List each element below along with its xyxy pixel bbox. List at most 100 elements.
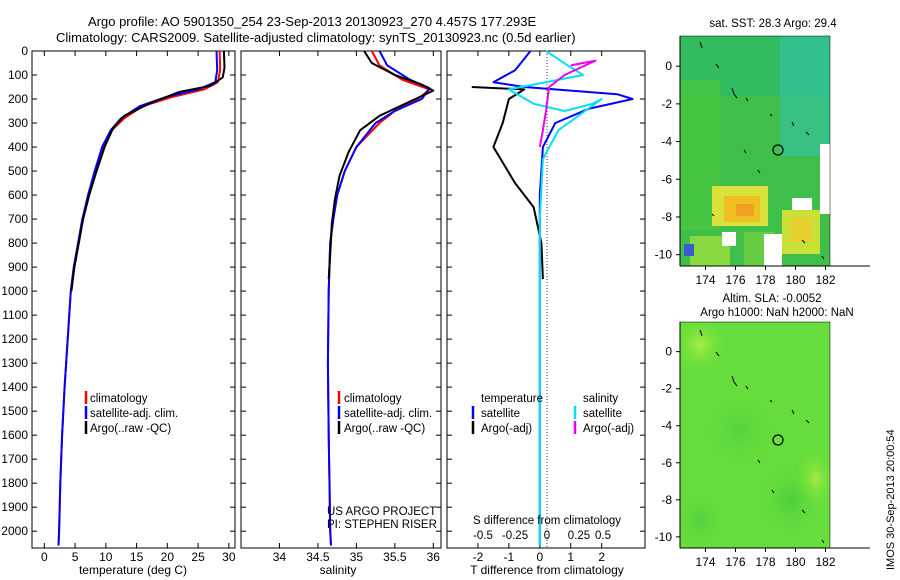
map-x-tick-label: 180 <box>785 555 805 569</box>
map-y-tick-label: -4 <box>661 419 672 433</box>
map-y-tick-label: -8 <box>661 493 672 507</box>
map-y-tick-label: -4 <box>661 135 672 149</box>
map-x-tick-label: 174 <box>695 555 715 569</box>
legend-label-satellite: satellite-adj. clim. <box>344 408 432 420</box>
x-tick-label: 36 <box>427 550 441 564</box>
y-tick-label: 1100 <box>2 308 28 322</box>
salinity-difference-tick-label: 0 <box>544 530 550 542</box>
x-tick-label: 0 <box>41 550 48 564</box>
y-tick-label: 600 <box>8 188 28 202</box>
map-y-tick-label: 0 <box>665 345 672 359</box>
sst-map-title: sat. SST: 28.3 Argo: 29.4 <box>709 18 837 30</box>
x-tick-label: -2 <box>473 550 484 564</box>
sla-map-title-line1: Altim. SLA: -0.0052 <box>722 293 821 305</box>
y-tick-label: 1600 <box>1 428 28 442</box>
x-tick-label: 30 <box>222 550 236 564</box>
salinity-series <box>326 50 435 546</box>
temperature-series <box>57 50 226 546</box>
salinity-panel: 34 34.5 35 35.5 36 salinity climatology sate… <box>240 50 442 577</box>
difference-x-label: T difference from climatology <box>470 563 624 577</box>
salinity-difference-tick-label: 0.25 <box>568 530 590 542</box>
y-tick-label: 1200 <box>1 332 28 346</box>
argo-location-marker <box>772 144 784 156</box>
x-tick-label: 5 <box>72 550 79 564</box>
x-tick-label: 34 <box>273 550 287 564</box>
legend-label-argo: Argo(..raw -QC) <box>90 423 171 435</box>
series-line-satellite <box>492 50 634 546</box>
y-tick-label: 1700 <box>1 452 28 466</box>
x-tick-label: 35 <box>350 550 364 564</box>
temperature-panel: 0100200300400500600700800900100011001200… <box>1 44 236 577</box>
map-y-tick-label: -8 <box>661 210 672 224</box>
sla-heatmap <box>680 322 830 548</box>
salinity-difference-tick-label: -0.25 <box>502 530 528 542</box>
legend-header-temperature: temperature <box>481 393 543 405</box>
x-tick-label: 0 <box>536 550 543 564</box>
temperature-x-label: temperature (deg C) <box>79 563 187 577</box>
y-tick-label: 1800 <box>1 476 28 490</box>
map-y-tick-label: -10 <box>655 530 673 544</box>
difference-panel: -2 -1 0 1 2 temperature salinity satellite A… <box>446 50 646 577</box>
temperature-x-ticks: 0 5 10 15 20 25 30 <box>41 51 236 564</box>
sst-map-panel: sat. SST: 28.3 Argo: 29.4 174 176 178 180 18… <box>655 18 870 287</box>
difference-series <box>471 50 634 546</box>
y-tick-label: 300 <box>8 116 28 130</box>
series-line-climatology <box>57 50 222 546</box>
y-tick-label: 1400 <box>1 380 28 394</box>
map-x-tick-label: 178 <box>755 555 775 569</box>
chart-title-line1: Argo profile: AO 5901350_254 23-Sep-2013… <box>88 14 536 29</box>
salinity-difference-tick-label: -0.5 <box>473 530 493 542</box>
y-tick-label: 100 <box>8 68 28 82</box>
sst-map-axes: 174 176 178 180 182 0 -2 -4 -6 -8 -10 <box>655 36 870 287</box>
series-line-argo-raw-qc <box>70 50 226 292</box>
series-line-argo-adj <box>538 59 597 148</box>
x-tick-label: -1 <box>504 550 515 564</box>
legend-label-satellite: satellite-adj. clim. <box>90 408 178 420</box>
series-line-climatology <box>326 50 431 546</box>
map-y-tick-label: -2 <box>661 97 672 111</box>
y-tick-label: 400 <box>8 140 28 154</box>
series-line-satellite <box>507 50 603 546</box>
y-tick-label: 900 <box>8 260 28 274</box>
map-x-tick-label: 182 <box>815 555 835 569</box>
map-y-tick-label: -6 <box>661 172 672 186</box>
y-tick-label: 200 <box>8 92 28 106</box>
x-tick-label: 25 <box>191 550 205 564</box>
legend-label-t-satellite: satellite <box>481 408 520 420</box>
legend-label-climatology: climatology <box>90 393 148 405</box>
argo-location-marker <box>772 434 784 446</box>
salinity-x-label: salinity <box>320 563 357 577</box>
y-tick-label: 700 <box>8 212 28 226</box>
legend-label-s-argo: Argo(-adj) <box>583 423 634 435</box>
salinity-y-ticks <box>241 50 441 532</box>
difference-x-ticks: -2 -1 0 1 2 <box>473 51 605 564</box>
credit-pi: PI: STEPHEN RISER <box>327 519 437 531</box>
credit-project: US ARGO PROJECT <box>327 506 436 518</box>
timestamp: IMOS 30-Sep-2013 20:00:54 <box>885 429 897 570</box>
sla-map-axes: 174 176 178 180 182 0 -2 -4 -6 -8 -10 <box>655 322 870 569</box>
sla-map-panel: Altim. SLA: -0.0052 Argo h1000: NaN h200… <box>655 293 870 569</box>
map-x-tick-label: 180 <box>785 273 805 287</box>
x-tick-label: 35.5 <box>383 550 407 564</box>
legend-label-climatology: climatology <box>344 393 402 405</box>
y-tick-label: 800 <box>8 236 28 250</box>
legend-header-salinity: salinity <box>583 393 618 405</box>
temperature-y-ticks: 0 100 200 300 400 500 600 700 800 900 1000 1100 1200… <box>1 44 235 538</box>
x-tick-label: 34.5 <box>306 550 330 564</box>
legend-label-t-argo: Argo(-adj) <box>481 423 532 435</box>
legend-label-argo: Argo(..raw -QC) <box>344 423 425 435</box>
difference-y-ticks <box>447 50 645 532</box>
series-line-argo-raw-qc <box>327 50 435 280</box>
salinity-legend: climatology satellite-adj. clim. Argo(..… <box>337 391 432 435</box>
y-tick-label: 1500 <box>1 404 28 418</box>
map-y-tick-label: 0 <box>665 59 672 73</box>
map-x-tick-label: 174 <box>695 273 715 287</box>
y-tick-label: 0 <box>21 44 28 58</box>
x-tick-label: 10 <box>99 550 113 564</box>
x-tick-label: 1 <box>567 550 574 564</box>
sst-heatmap <box>680 36 830 266</box>
map-y-tick-label: -2 <box>661 382 672 396</box>
y-tick-label: 1000 <box>1 284 28 298</box>
x-tick-label: 2 <box>598 550 605 564</box>
